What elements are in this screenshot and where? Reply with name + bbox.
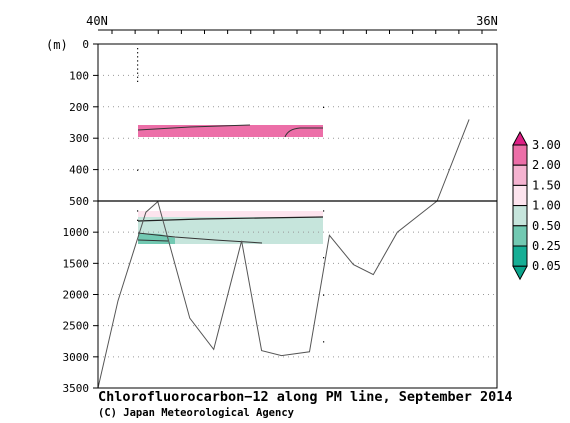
y-tick-label: 1500 bbox=[63, 257, 90, 270]
y-axis-unit: (m) bbox=[46, 38, 68, 52]
y-tick-label: 400 bbox=[69, 164, 89, 177]
sample-dot bbox=[137, 56, 139, 58]
concentration-fields bbox=[137, 124, 324, 244]
contour-lower-c bbox=[137, 239, 169, 242]
sample-dot bbox=[137, 60, 139, 62]
chart-title: Chlorofluorocarbon−12 along PM line, Sep… bbox=[98, 389, 513, 405]
y-tick-label: 1000 bbox=[63, 226, 90, 239]
contour-lower-b bbox=[137, 232, 263, 244]
colorbar-label: 3.00 bbox=[532, 138, 561, 152]
y-tick-label: 3000 bbox=[63, 351, 90, 364]
lat-label-left: 40N bbox=[86, 14, 108, 28]
colorbar-segment bbox=[512, 245, 528, 267]
sample-dot bbox=[137, 52, 139, 54]
bottom-topography bbox=[97, 119, 470, 389]
lat-label-right: 36N bbox=[476, 14, 498, 28]
field-upper-pink bbox=[138, 125, 323, 137]
colorbar-top-arrow bbox=[512, 130, 528, 146]
sample-dot bbox=[323, 257, 325, 259]
sample-dot bbox=[323, 341, 325, 343]
sample-dot bbox=[323, 294, 325, 296]
colorbar-segment bbox=[512, 225, 528, 247]
station-markers bbox=[137, 48, 325, 343]
colorbar-segment bbox=[512, 205, 528, 227]
colorbar: 3.00 2.00 1.50 1.00 0.50 0.25 0.05 bbox=[512, 130, 561, 281]
y-tick-label: 100 bbox=[69, 69, 89, 82]
y-tick-label: 3500 bbox=[63, 382, 90, 395]
chart-credit: (C) Japan Meteorological Agency bbox=[98, 407, 294, 419]
sample-dot bbox=[137, 80, 139, 82]
sample-dot bbox=[137, 48, 139, 50]
sample-dot bbox=[323, 106, 325, 108]
sample-dot bbox=[137, 169, 139, 171]
colorbar-label: 1.50 bbox=[532, 178, 561, 192]
colorbar-segment bbox=[512, 184, 528, 207]
sample-dot bbox=[323, 210, 325, 212]
colorbar-label: 2.00 bbox=[532, 158, 561, 172]
colorbar-label: 0.25 bbox=[532, 239, 561, 253]
contour-lower-a bbox=[137, 216, 324, 222]
y-tick-label: 200 bbox=[69, 101, 89, 114]
colorbar-bottom-arrow bbox=[512, 265, 528, 281]
axes: 40N 36N 0 100 200 300 400 500 1000 1500 2000 2500 30… bbox=[46, 14, 498, 395]
y-tick-label: 500 bbox=[69, 195, 89, 208]
sample-dot bbox=[137, 64, 139, 66]
colorbar-label: 0.05 bbox=[532, 259, 561, 273]
y-tick-label: 2000 bbox=[63, 289, 90, 302]
contour-upper-right bbox=[284, 127, 323, 138]
y-tick-label: 2500 bbox=[63, 320, 90, 333]
sample-dot bbox=[137, 68, 139, 70]
sample-dot bbox=[137, 72, 139, 74]
y-tick-label: 0 bbox=[82, 38, 89, 51]
bottom-line bbox=[97, 119, 470, 389]
field-lower-light-pink bbox=[138, 211, 323, 219]
contour-upper bbox=[137, 124, 251, 131]
colorbar-label: 1.00 bbox=[532, 199, 561, 213]
colorbar-segment bbox=[512, 144, 528, 166]
sample-dot bbox=[137, 76, 139, 78]
colorbar-segment bbox=[512, 164, 528, 186]
colorbar-label: 0.50 bbox=[532, 219, 561, 233]
y-tick-label: 300 bbox=[69, 132, 89, 145]
sample-dot bbox=[137, 210, 139, 212]
plot-frame bbox=[97, 43, 498, 389]
sample-dot bbox=[137, 219, 139, 221]
